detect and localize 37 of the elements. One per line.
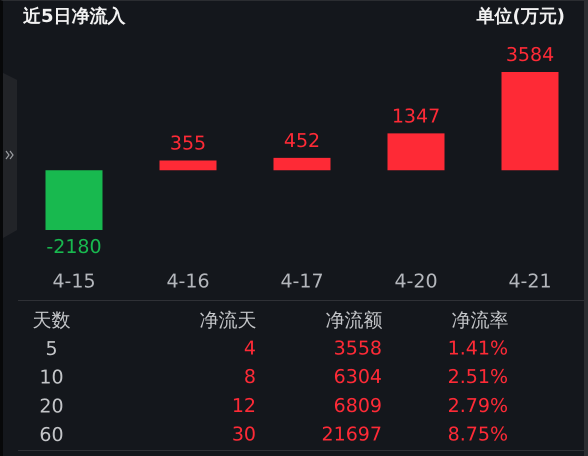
- data-label: 4: [244, 337, 256, 360]
- bar: [388, 133, 444, 170]
- y-tick-label: 60: [39, 424, 64, 446]
- chart-title: 近5日净流入: [23, 6, 126, 28]
- y-tick-label: 10: [39, 366, 64, 389]
- data-label: 30: [232, 424, 256, 446]
- data-label: 3558: [334, 337, 382, 360]
- data-label: 8: [244, 366, 256, 388]
- data-label: 452: [284, 130, 320, 152]
- data-label: 355: [170, 132, 206, 155]
- bar: [502, 72, 558, 170]
- x-tick-label: 4-20: [394, 270, 438, 292]
- x-tick-label: 4-15: [52, 270, 96, 292]
- bar: [46, 170, 102, 230]
- x-tick-label: 净流天: [200, 310, 256, 332]
- data-label: 6304: [334, 366, 382, 388]
- data-label: 21697: [322, 424, 382, 446]
- x-tick-label: 4-21: [508, 270, 552, 292]
- x-tick-label: 净流率: [452, 310, 508, 332]
- bar: [160, 160, 216, 170]
- data-label: 6809: [334, 394, 382, 417]
- data-label: 1347: [392, 105, 440, 128]
- data-label: 2.51%: [448, 366, 508, 388]
- data-label: 2.79%: [448, 394, 508, 417]
- x-tick-label: 4-16: [166, 270, 210, 292]
- data-label: 1.41%: [448, 337, 508, 360]
- data-label: 12: [232, 394, 256, 417]
- y-tick-label: 20: [39, 395, 64, 418]
- data-label: 8.75%: [448, 424, 508, 446]
- data-label: -2180: [46, 236, 102, 258]
- x-tick-label: 净流额: [326, 310, 382, 332]
- bar: [274, 158, 330, 170]
- text: 单位(万元): [476, 6, 565, 28]
- y-tick-label: 5: [45, 338, 58, 360]
- y-axis-title: 天数: [32, 310, 70, 332]
- data-label: 3584: [506, 44, 554, 66]
- x-tick-label: 4-17: [280, 270, 324, 292]
